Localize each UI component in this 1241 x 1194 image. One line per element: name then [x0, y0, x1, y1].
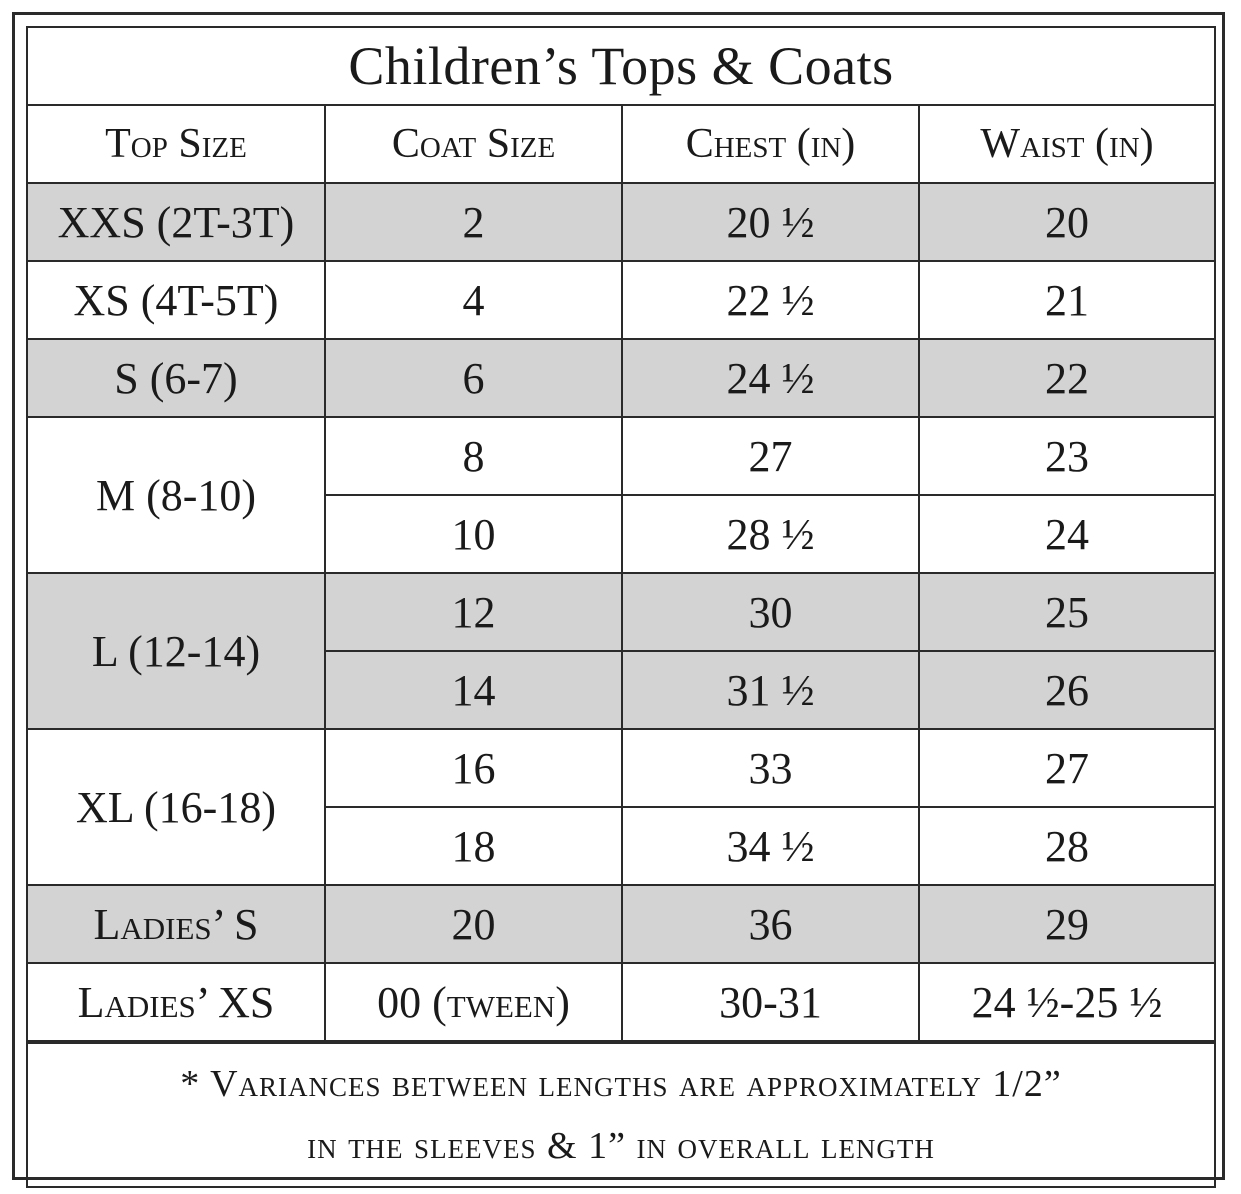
top-size-cell: XL (16-18) [26, 728, 326, 886]
footnote: * Variances between lengths are approxim… [25, 1040, 1217, 1188]
table-row: M (8-10) 8 27 23 [26, 416, 1217, 574]
note-row: * Variances between lengths are approxim… [25, 1040, 1217, 1188]
header-chest: Chest (in) [621, 104, 920, 184]
waist-cell: 25 [917, 572, 1217, 652]
footnote-line-2: in the sleeves & 1” in overall length [307, 1125, 935, 1167]
coat-size-cell: 18 [324, 806, 623, 886]
top-size-cell: Ladies’ S [26, 884, 326, 964]
coat-size-cell: 16 [324, 728, 623, 808]
top-size-cell: XS (4T-5T) [26, 260, 326, 340]
coat-size-cell: 00 (tween) [324, 962, 623, 1043]
chest-cell: 28 ½ [621, 494, 920, 574]
top-size-cell: XXS (2T-3T) [26, 182, 326, 262]
waist-cell: 23 [917, 416, 1217, 496]
waist-cell: 21 [917, 260, 1217, 340]
header-top-size: Top Size [26, 104, 326, 184]
coat-size-cell: 2 [324, 182, 623, 262]
header-waist: Waist (in) [917, 104, 1217, 184]
table-row: Ladies’ S 20 36 29 [26, 884, 1217, 964]
chest-cell: 30 [621, 572, 920, 652]
coat-size-cell: 12 [324, 572, 623, 652]
coat-size-cell: 10 [324, 494, 623, 574]
chest-cell: 33 [621, 728, 920, 808]
header-row: Top Size Coat Size Chest (in) Waist (in) [26, 104, 1217, 184]
top-size-cell: S (6-7) [26, 338, 326, 418]
footnote-line-1: * Variances between lengths are approxim… [180, 1063, 1062, 1105]
chest-cell: 30-31 [621, 962, 920, 1043]
table-row: 10 28 ½ 24 [27, 494, 1217, 574]
waist-cell: 26 [917, 650, 1217, 730]
chest-cell: 31 ½ [621, 650, 920, 730]
waist-cell: 22 [917, 338, 1217, 418]
header-coat-size: Coat Size [324, 104, 623, 184]
coat-size-cell: 4 [324, 260, 623, 340]
coat-size-cell: 8 [324, 416, 623, 496]
coat-size-cell: 6 [324, 338, 623, 418]
top-size-cell: L (12-14) [26, 572, 326, 730]
table-row: L (12-14) 12 30 25 [26, 572, 1217, 730]
table-row: XXS (2T-3T) 2 20 ½ 20 [26, 182, 1217, 262]
waist-cell: 24 ½-25 ½ [917, 962, 1217, 1043]
chest-cell: 24 ½ [621, 338, 920, 418]
table-row: XL (16-18) 16 33 27 [26, 728, 1217, 886]
coat-size-cell: 20 [324, 884, 623, 964]
chest-cell: 36 [621, 884, 920, 964]
chart-title: Children’s Tops & Coats [25, 26, 1217, 106]
waist-cell: 27 [917, 728, 1217, 808]
waist-cell: 20 [917, 182, 1217, 262]
top-size-cell: Ladies’ XS [26, 962, 326, 1043]
table-row: 14 31 ½ 26 [27, 650, 1217, 730]
chest-cell: 20 ½ [621, 182, 920, 262]
table-row: Ladies’ XS 00 (tween) 30-31 24 ½-25 ½ [26, 962, 1217, 1043]
title-row: Children’s Tops & Coats [25, 26, 1217, 106]
size-chart-table: Children’s Tops & Coats Top Size Coat Si… [25, 26, 1217, 1188]
table-row: 18 34 ½ 28 [27, 806, 1217, 886]
table-row: XS (4T-5T) 4 22 ½ 21 [26, 260, 1217, 340]
waist-cell: 28 [917, 806, 1217, 886]
chest-cell: 27 [621, 416, 920, 496]
chest-cell: 22 ½ [621, 260, 920, 340]
waist-cell: 24 [917, 494, 1217, 574]
waist-cell: 29 [917, 884, 1217, 964]
top-size-cell: M (8-10) [26, 416, 326, 574]
table-row: S (6-7) 6 24 ½ 22 [26, 338, 1217, 418]
chest-cell: 34 ½ [621, 806, 920, 886]
coat-size-cell: 14 [324, 650, 623, 730]
